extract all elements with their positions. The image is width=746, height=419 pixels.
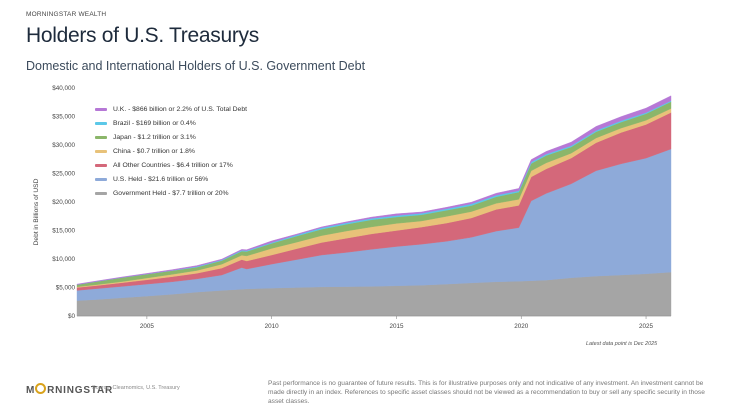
- latest-data-note: Latest data point is Dec 2025: [586, 341, 658, 347]
- y-tick-label: $15,000: [52, 228, 75, 235]
- legend-label: All Other Countries - $6.4 trillion or 1…: [113, 161, 233, 169]
- y-tick-label: $40,000: [52, 85, 75, 92]
- legend-item: Government Held - $7.7 trillion or 20%: [95, 187, 247, 201]
- legend-label: U.K. - $866 billion or 2.2% of U.S. Tota…: [113, 105, 247, 113]
- legend-label: U.S. Held - $21.6 trillion or 56%: [113, 176, 209, 184]
- legend-swatch: [95, 121, 107, 125]
- legend-item: U.K. - $866 billion or 2.2% of U.S. Tota…: [95, 102, 247, 116]
- legend-label: Japan - $1.2 trillion or 3.1%: [113, 133, 196, 141]
- source-note: Source: Clearnomics, U.S. Treasury: [92, 385, 180, 391]
- legend-swatch: [95, 163, 107, 167]
- logo-o-mark-icon: [35, 383, 47, 394]
- legend-label: Brazil - $169 billion or 0.4%: [113, 119, 196, 127]
- legend-swatch: [95, 192, 107, 196]
- x-tick-label: 2025: [639, 323, 654, 330]
- logo-text: RNINGSTAR: [47, 385, 114, 396]
- x-tick-label: 2005: [140, 323, 155, 330]
- legend-swatch: [95, 107, 107, 111]
- chart-title: Holders of U.S. Treasurys: [26, 24, 259, 47]
- y-tick-label: $35,000: [52, 114, 75, 121]
- morningstar-logo: M RNINGSTAR: [26, 383, 113, 396]
- legend-swatch: [95, 178, 107, 182]
- y-tick-label: $0: [68, 313, 76, 320]
- y-axis-label: Debt in Billions of USD: [33, 178, 40, 245]
- legend-label: Government Held - $7.7 trillion or 20%: [113, 190, 229, 198]
- legend-item: China - $0.7 trillion or 1.8%: [95, 144, 247, 158]
- chart-subtitle: Domestic and International Holders of U.…: [26, 59, 366, 73]
- y-tick-label: $10,000: [52, 256, 75, 263]
- legend-swatch: [95, 149, 107, 153]
- y-tick-label: $5,000: [56, 285, 76, 292]
- legend-item: All Other Countries - $6.4 trillion or 1…: [95, 158, 247, 172]
- legend-item: Japan - $1.2 trillion or 3.1%: [95, 130, 247, 144]
- x-tick-label: 2015: [389, 323, 404, 330]
- disclaimer-text: Past performance is no guarantee of futu…: [268, 380, 705, 405]
- y-tick-label: $25,000: [52, 171, 75, 178]
- brand-small-label: MORNINGSTAR WEALTH: [26, 11, 107, 18]
- legend-item: Brazil - $169 billion or 0.4%: [95, 116, 247, 130]
- x-tick-label: 2010: [265, 323, 280, 330]
- y-tick-label: $30,000: [52, 142, 75, 149]
- area-series-6: [76, 95, 672, 285]
- x-tick-label: 2020: [514, 323, 529, 330]
- y-tick-label: $20,000: [52, 199, 75, 206]
- logo-prefix: M: [26, 385, 36, 396]
- chart-legend: U.K. - $866 billion or 2.2% of U.S. Tota…: [95, 102, 247, 201]
- legend-swatch: [95, 135, 107, 139]
- legend-item: U.S. Held - $21.6 trillion or 56%: [95, 172, 247, 186]
- legend-label: China - $0.7 trillion or 1.8%: [113, 147, 195, 155]
